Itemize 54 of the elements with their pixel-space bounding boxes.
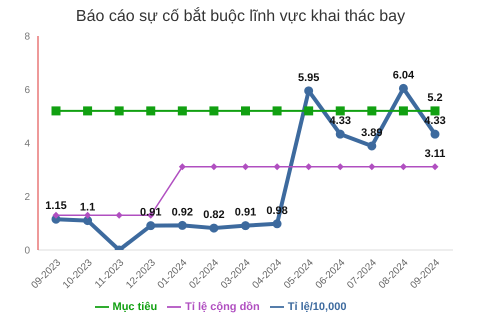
point	[116, 212, 123, 219]
legend-label: Tỉ lệ cộng dồn	[185, 300, 260, 313]
point	[272, 106, 282, 116]
data-label: 1.15	[45, 200, 67, 212]
point	[84, 212, 92, 219]
point	[432, 163, 438, 170]
point	[178, 220, 187, 230]
y-tick-label: 6	[24, 85, 30, 96]
data-label: 0.82	[203, 209, 225, 222]
point	[242, 163, 249, 170]
point	[304, 86, 314, 96]
point	[305, 163, 312, 170]
point	[178, 106, 187, 116]
y-tick-label: 4	[24, 138, 30, 150]
point	[398, 106, 408, 116]
chart-title: Báo cáo sự cố bắt buộc lĩnh vực khai thác bay	[74, 8, 406, 26]
point	[398, 84, 408, 93]
point	[114, 106, 124, 116]
legend-label: Tỉ lệ/10,000	[288, 300, 346, 313]
point	[367, 106, 376, 116]
legend-label: Mục tiêu	[112, 300, 158, 313]
point	[209, 224, 218, 233]
point	[178, 163, 186, 170]
data-label: 5.95	[298, 72, 320, 84]
data-label: 0.91	[234, 206, 256, 219]
point	[272, 219, 282, 228]
point	[430, 130, 440, 139]
point	[400, 163, 407, 170]
point	[241, 106, 250, 116]
data-label: 6.04	[392, 69, 415, 82]
data-label: 0.92	[172, 206, 194, 218]
data-label: 5.2	[427, 92, 443, 104]
y-tick-label: 0	[24, 246, 30, 257]
y-tick-label: 8	[24, 32, 30, 43]
point	[274, 163, 281, 170]
point	[146, 106, 156, 116]
point	[210, 163, 218, 170]
point	[368, 163, 376, 170]
point	[336, 163, 344, 170]
point	[83, 216, 92, 226]
point	[241, 221, 250, 230]
point	[430, 106, 440, 116]
point	[52, 212, 60, 219]
y-tick-label: 2	[24, 192, 30, 204]
point	[52, 106, 60, 116]
point	[146, 221, 156, 230]
data-label: 1.1	[80, 202, 96, 214]
point	[209, 106, 218, 116]
data-label: 3.11	[424, 148, 446, 160]
point	[336, 130, 345, 139]
point	[304, 106, 314, 116]
point	[83, 106, 92, 116]
point	[367, 141, 376, 150]
point	[336, 106, 345, 116]
